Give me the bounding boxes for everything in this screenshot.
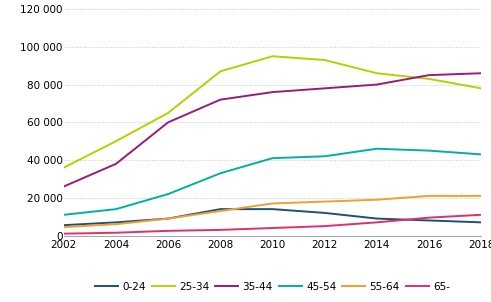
- 45-54: [113, 207, 119, 211]
- Line: 35-44: 35-44: [64, 73, 481, 186]
- 25-34: [322, 58, 327, 62]
- 55-64: [426, 194, 432, 198]
- 55-64: [478, 194, 484, 198]
- 25-34: [374, 71, 380, 75]
- 0-24: [322, 211, 327, 215]
- 45-54: [165, 192, 171, 196]
- 0-24: [113, 220, 119, 224]
- 25-34: [165, 111, 171, 115]
- 0-24: [165, 217, 171, 220]
- 45-54: [270, 156, 275, 160]
- 0-24: [61, 223, 67, 227]
- 65-: [165, 229, 171, 233]
- 65-: [218, 228, 223, 232]
- 35-44: [165, 120, 171, 124]
- Line: 55-64: 55-64: [64, 196, 481, 227]
- 35-44: [374, 83, 380, 86]
- Line: 25-34: 25-34: [64, 56, 481, 168]
- 55-64: [165, 217, 171, 220]
- 55-64: [322, 200, 327, 204]
- 0-24: [374, 217, 380, 220]
- Line: 65-: 65-: [64, 215, 481, 234]
- Line: 45-54: 45-54: [64, 149, 481, 215]
- 55-64: [218, 209, 223, 213]
- 65-: [113, 231, 119, 235]
- 65-: [426, 216, 432, 220]
- 25-34: [270, 54, 275, 58]
- 0-24: [426, 219, 432, 222]
- 45-54: [61, 213, 67, 217]
- 65-: [322, 224, 327, 228]
- Line: 0-24: 0-24: [64, 209, 481, 225]
- 55-64: [374, 198, 380, 201]
- 25-34: [218, 69, 223, 73]
- 45-54: [478, 153, 484, 156]
- 35-44: [61, 185, 67, 188]
- 0-24: [218, 207, 223, 211]
- 0-24: [270, 207, 275, 211]
- 45-54: [322, 155, 327, 158]
- 55-64: [61, 225, 67, 229]
- 35-44: [270, 90, 275, 94]
- 25-34: [113, 140, 119, 143]
- 65-: [478, 213, 484, 217]
- 25-34: [61, 166, 67, 169]
- 65-: [374, 220, 380, 224]
- 65-: [61, 232, 67, 236]
- Legend: 0-24, 25-34, 35-44, 45-54, 55-64, 65-: 0-24, 25-34, 35-44, 45-54, 55-64, 65-: [95, 281, 450, 291]
- 0-24: [478, 220, 484, 224]
- 25-34: [478, 86, 484, 90]
- 35-44: [322, 86, 327, 90]
- 25-34: [426, 77, 432, 81]
- 65-: [270, 226, 275, 230]
- 55-64: [113, 222, 119, 226]
- 35-44: [426, 73, 432, 77]
- 45-54: [426, 149, 432, 153]
- 45-54: [374, 147, 380, 151]
- 35-44: [478, 71, 484, 75]
- 35-44: [218, 98, 223, 101]
- 45-54: [218, 172, 223, 175]
- 35-44: [113, 162, 119, 165]
- 55-64: [270, 202, 275, 205]
